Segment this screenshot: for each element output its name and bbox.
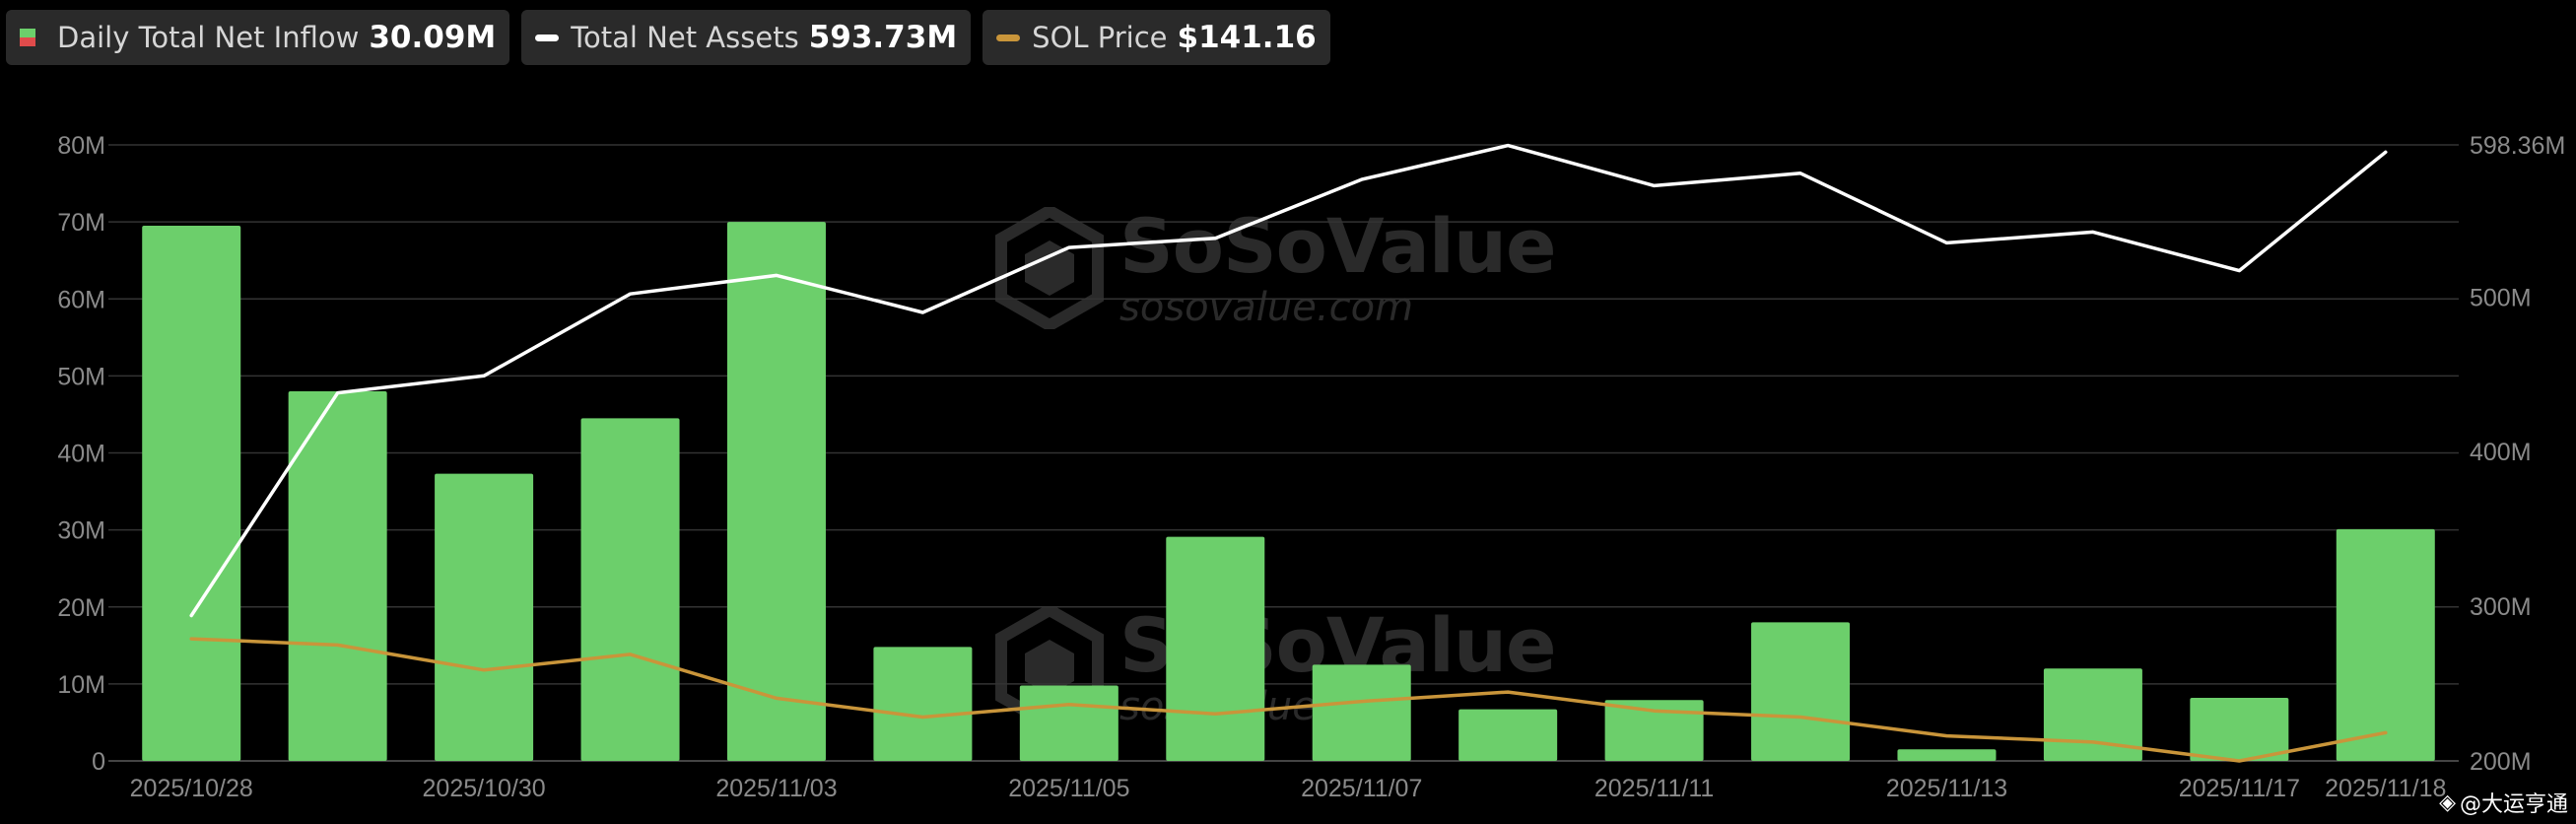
inflow-bar bbox=[435, 473, 534, 761]
y-left-tick-label: 10M bbox=[57, 671, 105, 699]
inflow-bar bbox=[288, 391, 387, 761]
credit-text: @大运亨通 bbox=[2459, 792, 2568, 817]
inflow-bar bbox=[142, 226, 241, 761]
inflow-bar bbox=[1604, 700, 1704, 761]
inflow-bar bbox=[1458, 709, 1558, 761]
line-swatch-icon bbox=[535, 34, 560, 41]
y-right-tick-label: 400M bbox=[2470, 439, 2532, 466]
x-tick-label: 2025/11/11 bbox=[1594, 775, 1714, 802]
y-left-tick-label: 70M bbox=[57, 209, 105, 237]
legend-inflow-value: 30.09M bbox=[369, 20, 497, 55]
x-tick-label: 2025/11/17 bbox=[2179, 775, 2300, 802]
legend: Daily Total Net Inflow 30.09M Total Net … bbox=[6, 10, 1330, 65]
x-tick-label: 2025/11/03 bbox=[715, 775, 837, 802]
legend-inflow[interactable]: Daily Total Net Inflow 30.09M bbox=[6, 10, 510, 65]
inflow-bar bbox=[2190, 697, 2289, 761]
legend-inflow-label: Daily Total Net Inflow bbox=[57, 21, 360, 54]
inflow-bar bbox=[2336, 528, 2435, 761]
net-assets-line bbox=[189, 143, 2388, 618]
y-right-tick-label: 200M bbox=[2470, 748, 2532, 776]
bar-swatch-icon bbox=[20, 29, 35, 46]
y-left-tick-label: 60M bbox=[57, 286, 105, 313]
x-tick-label: 2025/11/05 bbox=[1008, 775, 1129, 802]
inflow-bar bbox=[1751, 622, 1851, 761]
credit: ◈ @大运亨通 bbox=[2439, 787, 2568, 818]
y-right-tick-label: 500M bbox=[2470, 284, 2532, 311]
y-right-tick-label: 300M bbox=[2470, 593, 2532, 621]
legend-assets-value: 593.73M bbox=[808, 20, 958, 55]
legend-price-value: $141.16 bbox=[1177, 20, 1317, 55]
x-tick-label: 2025/10/30 bbox=[423, 775, 546, 802]
x-tick-label: 2025/10/28 bbox=[130, 775, 253, 802]
inflow-bar bbox=[1019, 685, 1119, 761]
inflow-bar bbox=[1897, 749, 1997, 761]
inflow-bar bbox=[1312, 664, 1411, 761]
diamond-icon: ◈ bbox=[2439, 790, 2456, 815]
x-tick-label: 2025/11/18 bbox=[2325, 775, 2446, 802]
inflow-bar bbox=[2043, 668, 2142, 761]
y-left-tick-label: 50M bbox=[57, 363, 105, 390]
x-tick-label: 2025/11/07 bbox=[1301, 775, 1422, 802]
inflow-bar bbox=[726, 222, 826, 761]
y-left-tick-label: 80M bbox=[57, 132, 105, 160]
inflow-bar bbox=[873, 647, 973, 761]
sol-price-line bbox=[189, 637, 2388, 763]
y-left-tick-label: 0 bbox=[92, 748, 105, 776]
legend-assets-label: Total Net Assets bbox=[571, 21, 799, 54]
y-left-tick-label: 30M bbox=[57, 517, 105, 545]
x-tick-label: 2025/11/13 bbox=[1886, 775, 2007, 802]
inflow-bar bbox=[1166, 536, 1265, 761]
line-swatch-icon bbox=[996, 34, 1021, 41]
legend-price-label: SOL Price bbox=[1032, 21, 1168, 54]
legend-assets[interactable]: Total Net Assets 593.73M bbox=[521, 10, 972, 65]
y-left-tick-label: 20M bbox=[57, 594, 105, 622]
y-left-tick-label: 40M bbox=[57, 441, 105, 468]
legend-price[interactable]: SOL Price $141.16 bbox=[983, 10, 1330, 65]
inflow-bar bbox=[580, 418, 680, 761]
y-right-tick-label: 598.36M bbox=[2470, 132, 2565, 160]
